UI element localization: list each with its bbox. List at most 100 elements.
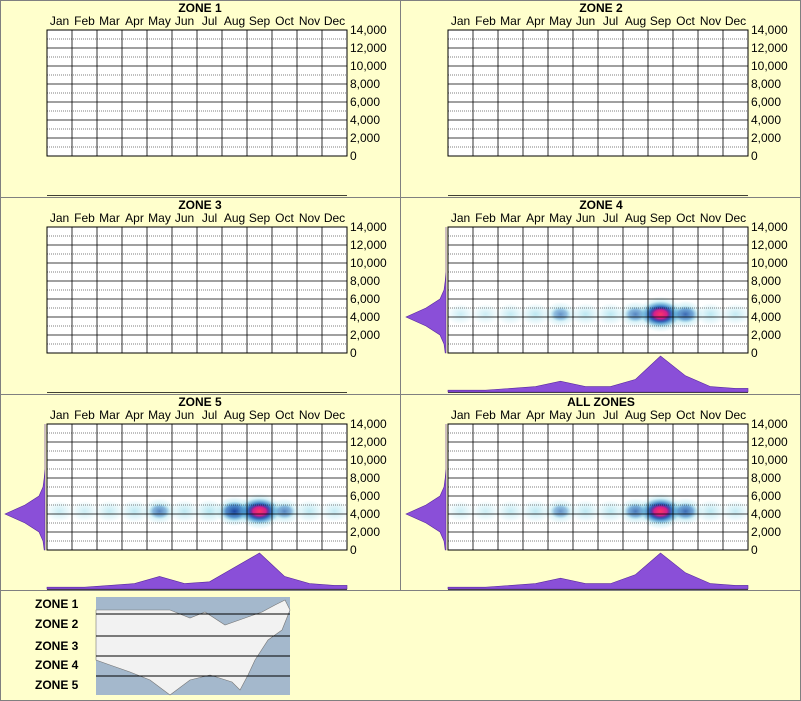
x-tick-label: Feb [475,408,496,422]
y-tick-label: 0 [751,346,758,360]
density-blob [720,303,751,326]
y-tick-label: 4,000 [350,507,380,521]
zone-label: ZONE 2 [35,617,79,631]
density-blob-mid [550,306,571,322]
density-blob [595,303,626,326]
x-tick-label: Aug [625,408,646,422]
density-blob [446,303,475,325]
x-tick-label: Sep [249,14,271,28]
y-tick-label: 12,000 [751,41,788,55]
x-tick-label: Dec [324,408,345,422]
x-tick-label: Jul [202,14,217,28]
x-tick-label: Feb [74,408,95,422]
x-tick-label: Jan [50,408,69,422]
x-tick-label: Dec [725,211,746,225]
x-tick-label: Mar [99,408,120,422]
density-blob [471,500,500,522]
x-tick-label: Aug [625,211,646,225]
x-tick-label: Mar [99,211,120,225]
density-blob-mid [673,502,698,520]
density-blob-mid [148,503,171,520]
x-tick-label: Aug [224,408,245,422]
x-tick-label: Aug [625,14,646,28]
y-tick-label: 10,000 [350,453,387,467]
density-blob-core [247,503,272,520]
chart-title: ZONE 5 [178,395,222,409]
zone-label: ZONE 3 [35,639,79,653]
x-tick-label: Oct [676,211,695,225]
density-blob [119,500,150,523]
x-tick-label: Nov [299,408,320,422]
x-tick-label: Feb [475,211,496,225]
y-tick-label: 8,000 [751,77,781,91]
chart-title: ZONE 2 [579,1,623,15]
zone-label: ZONE 1 [35,597,79,611]
density-blob [70,500,99,522]
y-tick-label: 6,000 [350,292,380,306]
chart-title: ZONE 1 [178,1,222,15]
x-tick-label: Sep [650,211,672,225]
x-tick-label: Dec [725,408,746,422]
x-tick-label: Dec [725,14,746,28]
x-tick-label: Mar [500,14,521,28]
x-tick-label: Sep [650,408,672,422]
x-tick-label: Jul [202,211,217,225]
x-tick-label: Jan [50,14,69,28]
chart-title: ZONE 4 [579,198,623,212]
x-tick-label: Apr [125,408,144,422]
plot-frame [46,226,348,354]
x-tick-label: Jul [603,14,618,28]
y-tick-label: 10,000 [751,59,788,73]
x-tick-label: Feb [74,14,95,28]
y-tick-label: 8,000 [751,471,781,485]
density-blob [45,500,74,522]
map-land [95,599,291,696]
x-tick-label: May [549,211,572,225]
x-tick-label: Mar [500,408,521,422]
density-blob [570,303,601,326]
x-tick-label: Jun [576,211,595,225]
x-tick-label: Apr [526,211,545,225]
y-tick-label: 2,000 [350,131,380,145]
zone-map [95,597,291,696]
y-tick-label: 8,000 [751,274,781,288]
y-tick-label: 0 [350,543,357,557]
y-tick-label: 4,000 [350,310,380,324]
density-blob [720,500,751,523]
chart-panel: ALL ZONES 0 2,000 4,000 6,000 8,000 10,000 12,0… [405,395,788,590]
density-blob [471,303,500,325]
y-tick-label: 0 [350,346,357,360]
y-tick-label: 6,000 [350,489,380,503]
level-profile [4,424,46,551]
y-tick-label: 8,000 [350,77,380,91]
x-tick-label: Oct [676,408,695,422]
y-tick-label: 14,000 [751,220,788,234]
y-tick-label: 4,000 [350,113,380,127]
density-blob [495,303,526,326]
y-tick-label: 12,000 [751,238,788,252]
x-tick-label: Jun [175,408,194,422]
y-tick-label: 10,000 [350,59,387,73]
plot-frame [447,423,749,551]
density-blob-mid [273,503,296,520]
x-tick-label: May [549,408,572,422]
x-tick-label: Nov [700,211,721,225]
y-tick-label: 14,000 [350,417,387,431]
y-tick-label: 6,000 [751,292,781,306]
x-tick-label: Jun [576,14,595,28]
y-tick-label: 4,000 [751,113,781,127]
y-tick-label: 12,000 [350,435,387,449]
chart-title: ALL ZONES [567,395,635,409]
x-tick-label: Oct [676,14,695,28]
density-blob [94,500,125,523]
y-tick-label: 2,000 [350,525,380,539]
x-tick-label: Aug [224,211,245,225]
y-tick-label: 12,000 [350,41,387,55]
x-tick-label: Feb [475,14,496,28]
x-tick-label: Jan [451,14,470,28]
x-tick-label: Apr [526,14,545,28]
x-tick-label: Oct [275,211,294,225]
x-tick-label: Dec [324,211,345,225]
